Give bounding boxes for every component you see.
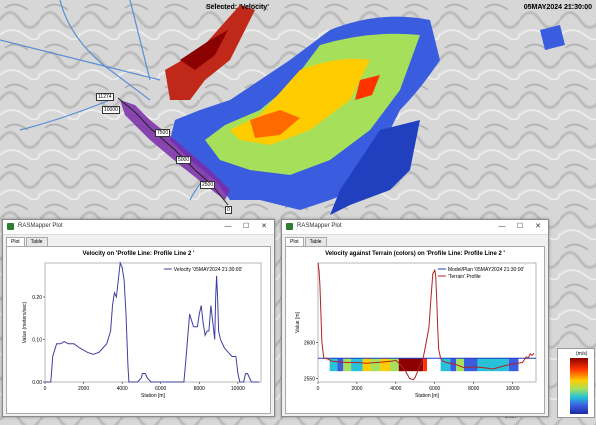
tab-plot[interactable]: Plot	[285, 237, 304, 247]
y-tick-label: 2550	[304, 376, 315, 382]
legend-label: Velocity '05MAY2024 21:30:00'	[174, 267, 243, 273]
station-label: 11274	[96, 93, 114, 101]
tab-plot[interactable]: Plot	[6, 237, 25, 247]
selected-layer-label: Selected: 'Velocity'	[206, 4, 269, 11]
x-tick-label: 8000	[194, 386, 205, 392]
window-title: RASMapper Plot	[18, 223, 63, 229]
close-button[interactable]: ✕	[261, 223, 267, 230]
maximize-button[interactable]: ☐	[242, 223, 250, 230]
velocity-fill	[362, 358, 371, 372]
map-timestamp: 05MAY2024 21:30:00	[523, 4, 592, 11]
rasmapper-app-icon	[7, 223, 14, 230]
rasmapper-plot-window-terrain[interactable]: RASMapper Plot — ☐ ✕ Plot Table Velocity …	[281, 219, 549, 417]
rasmapper-app-icon	[286, 223, 293, 230]
velocity-fill	[450, 358, 457, 372]
plot-title: Velocity on 'Profile Line: Profile Line …	[82, 251, 195, 257]
x-tick-label: 8000	[468, 386, 479, 392]
x-tick-label: 2000	[351, 386, 362, 392]
y-axis-label: Value [m]	[295, 312, 301, 333]
station-label: 5000	[176, 156, 192, 164]
legend-label: 'Terrain' Profile	[448, 274, 481, 280]
y-tick-label: 0.10	[32, 338, 42, 344]
legend-label: Model/Plan '05MAY2024 21:30:00'	[448, 267, 524, 273]
x-tick-label: 2000	[78, 386, 89, 392]
station-label: 7500	[155, 129, 171, 137]
velocity-fill	[463, 358, 478, 372]
minimize-button[interactable]: —	[498, 223, 506, 230]
x-axis-label: Station [m]	[141, 393, 166, 399]
x-tick-label: 0	[44, 386, 47, 392]
velocity-colorbar: (m/s)	[557, 348, 595, 418]
station-label: 2500	[200, 181, 216, 189]
x-axis-label: Station [m]	[415, 393, 440, 399]
tab-table[interactable]: Table	[25, 237, 48, 247]
y-tick-label: 2600	[304, 340, 315, 346]
minimize-button[interactable]: —	[224, 223, 232, 230]
velocity-fill	[423, 358, 427, 372]
x-tick-label: 0	[317, 386, 320, 392]
x-tick-label: 10000	[506, 386, 520, 392]
series-line	[317, 262, 535, 381]
velocity-fill	[370, 358, 381, 372]
y-tick-label: 0.00	[32, 380, 42, 386]
plot-title: Velocity against Terrain (colors) on 'Pr…	[325, 251, 505, 257]
velocity-chart: 0 2000 4000 6000 8000 10000 0.00 0.10 0.20 Statio…	[22, 261, 262, 399]
plot-frame	[44, 262, 262, 383]
scale-bar: 5 km	[505, 414, 516, 420]
x-tick-label: 4000	[390, 386, 401, 392]
maximize-button[interactable]: ☐	[516, 223, 524, 230]
station-label: 0	[225, 206, 232, 214]
river-network	[0, 0, 216, 201]
velocity-fill	[329, 358, 338, 372]
colorbar-unit: (m/s)	[576, 351, 588, 357]
velocity-fill	[337, 358, 344, 372]
terrain-chart: 0 2000 4000 6000 8000 10000 2550 2600 Station [m…	[295, 262, 537, 399]
velocity-fill	[456, 358, 464, 372]
velocity-layer	[120, 5, 565, 215]
tab-table[interactable]: Table	[304, 237, 327, 247]
velocity-fill	[351, 358, 363, 372]
y-tick-label: 0.20	[32, 295, 42, 301]
velocity-fill	[398, 358, 424, 372]
close-button[interactable]: ✕	[535, 223, 541, 230]
x-tick-label: 4000	[117, 386, 128, 392]
x-tick-label: 10000	[231, 386, 245, 392]
window-titlebar[interactable]: RASMapper Plot — ☐ ✕	[282, 220, 548, 235]
series-line	[45, 261, 260, 383]
rasmapper-plot-window-velocity[interactable]: RASMapper Plot — ☐ ✕ Plot Table Velocity …	[2, 219, 275, 417]
window-title: RASMapper Plot	[297, 223, 342, 229]
x-tick-label: 6000	[155, 386, 166, 392]
velocity-fill	[380, 358, 391, 372]
velocity-fill	[390, 358, 399, 372]
terrain-plot-area[interactable]: Velocity against Terrain (colors) on 'Pr…	[285, 246, 545, 414]
velocity-plot-area[interactable]: Velocity on 'Profile Line: Profile Line …	[6, 246, 271, 414]
velocity-fill	[508, 358, 519, 372]
velocity-fill	[440, 358, 451, 372]
y-axis-label: Value (meters/sec)	[22, 301, 28, 343]
velocity-fill	[343, 358, 352, 372]
window-titlebar[interactable]: RASMapper Plot — ☐ ✕	[3, 220, 274, 235]
x-tick-label: 6000	[429, 386, 440, 392]
station-label: 10000	[102, 106, 120, 114]
colorbar-ramp	[570, 358, 588, 414]
